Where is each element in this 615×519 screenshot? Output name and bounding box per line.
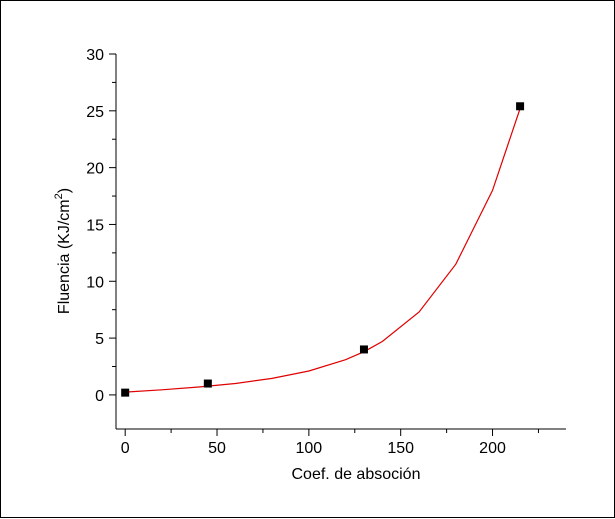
y-tick-label: 0: [95, 388, 104, 405]
data-point: [516, 102, 525, 111]
x-tick-label: 0: [121, 440, 130, 457]
data-point: [121, 388, 130, 397]
y-tick-label: 10: [86, 274, 104, 291]
y-tick-label: 20: [86, 161, 104, 178]
x-axis-title: Coef. de absoción: [292, 466, 421, 483]
x-tick-label: 50: [208, 440, 226, 457]
y-axis-title-sup: 2: [53, 193, 65, 199]
fit-curve: [125, 108, 521, 393]
axes: 0 50 100 150 200 0 5 10 15 20 25 30: [86, 47, 566, 457]
y-axis-title-main: Fluencia (KJ/cm: [56, 199, 73, 314]
data-point: [359, 345, 368, 354]
axis-labels: Coef. de absoción Fluencia (KJ/cm2): [53, 188, 420, 483]
y-axis-title-close: ): [56, 188, 73, 193]
x-tick-label: 100: [296, 440, 323, 457]
data-point: [203, 379, 212, 388]
data-points: [121, 102, 525, 397]
y-axis-title: Fluencia (KJ/cm2): [53, 188, 73, 314]
y-tick-label: 15: [86, 217, 104, 234]
y-tick-label: 25: [86, 104, 104, 121]
fit-curve-group: [125, 108, 521, 393]
y-tick-label: 5: [95, 331, 104, 348]
x-tick-label: 200: [479, 440, 506, 457]
x-tick-label: 150: [387, 440, 414, 457]
y-tick-label: 30: [86, 47, 104, 64]
